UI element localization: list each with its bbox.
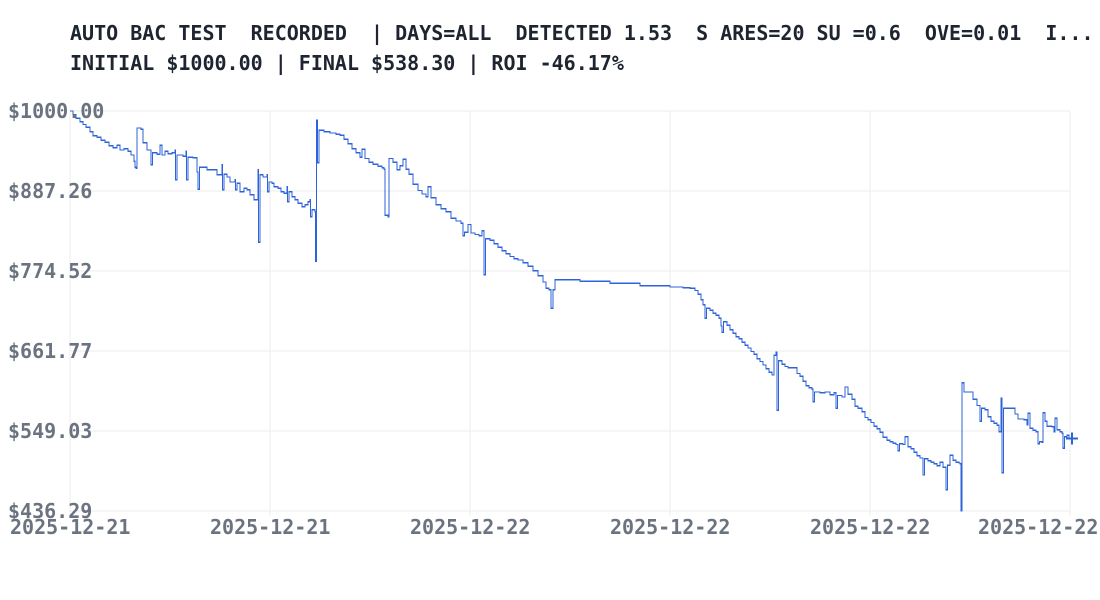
y-axis-tick-label: $887.26 <box>8 179 93 203</box>
x-axis-tick-label: 2025-12-22 <box>410 515 531 539</box>
chart-title-line2: INITIAL $1000.00 | FINAL $538.30 | ROI -… <box>70 51 624 75</box>
y-axis-tick-label: $774.52 <box>8 259 93 283</box>
y-axis-tick-label: $1000.00 <box>8 99 105 123</box>
gridlines <box>69 110 1071 516</box>
x-axis-tick-label: 2025-12-21 <box>210 515 331 539</box>
x-axis-tick-label: 2025-12-22 <box>978 515 1099 539</box>
x-axis-tick-label: 2025-12-22 <box>810 515 931 539</box>
x-axis-tick-label: 2025-12-21 <box>10 515 131 539</box>
x-axis-tick-label: 2025-12-22 <box>610 515 731 539</box>
equity-line <box>70 110 1073 512</box>
y-axis-tick-label: $661.77 <box>8 339 93 363</box>
chart-title-line1: AUTO BAC TEST RECORDED | DAYS=ALL DETECT… <box>70 21 1094 45</box>
y-axis-tick-label: $436.29 <box>8 499 93 523</box>
y-axis-tick-label: $549.03 <box>8 419 93 443</box>
final-value-plus-marker <box>1066 432 1078 445</box>
